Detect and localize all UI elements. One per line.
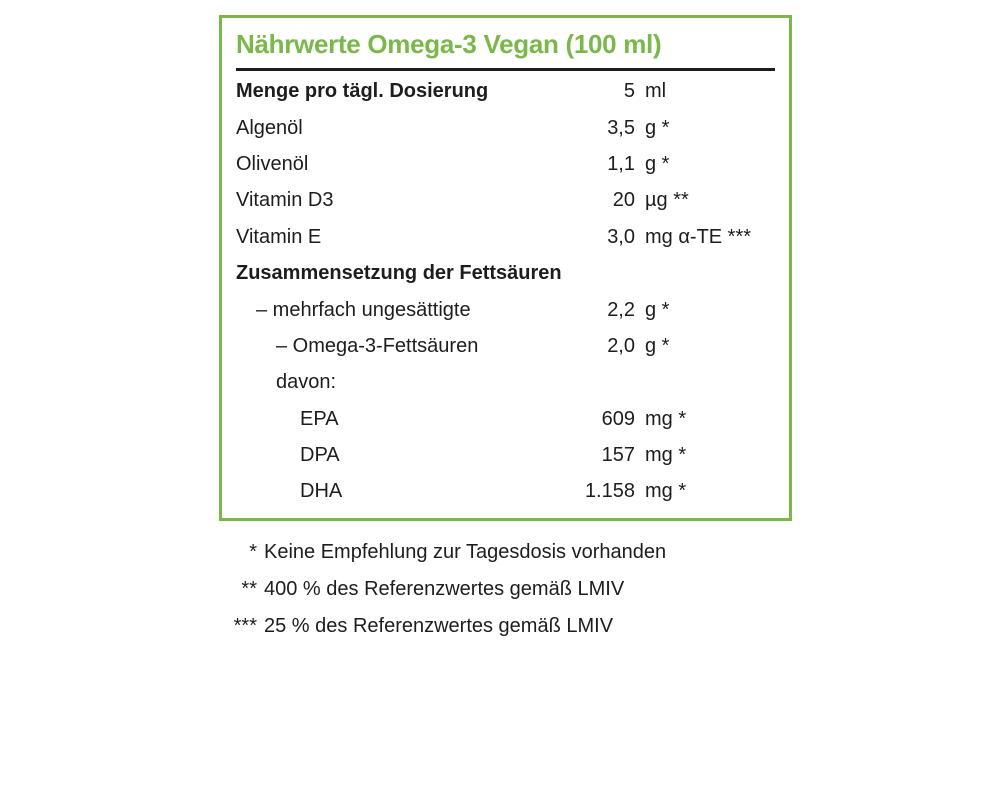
nutrient-value: 1.158 xyxy=(584,480,635,503)
nutrient-row: davon: xyxy=(236,364,775,400)
footnote-line: *** 25 % des Referenzwertes gemäß LMIV xyxy=(0,608,1000,645)
nutrition-title: Nährwerte Omega-3 Vegan (100 ml) xyxy=(236,29,662,59)
nutrient-unit: mg α-TE *** xyxy=(645,225,752,248)
nutrient-unit: g * xyxy=(645,152,670,175)
footnote-symbol: ** xyxy=(241,578,257,600)
title-divider-rule xyxy=(236,68,775,71)
nutrient-row: Vitamin E 3,0 mg α-TE *** xyxy=(236,219,775,255)
nutrient-label: DPA xyxy=(300,444,340,467)
footnote-text: 400 % des Referenzwertes gemäß LMIV xyxy=(264,578,625,600)
footnote-symbol: *** xyxy=(233,615,257,637)
nutrient-value: 609 xyxy=(601,407,635,430)
nutrient-row: Algenöl 3,5 g * xyxy=(236,109,775,145)
nutrient-value: 3,5 xyxy=(607,116,635,139)
nutrient-label: davon: xyxy=(276,371,337,394)
nutrient-label: Zusammensetzung der Fettsäuren xyxy=(236,262,562,285)
nutrient-value: 20 xyxy=(612,189,635,212)
nutrient-label: Vitamin D3 xyxy=(236,189,334,212)
footnote-text: 25 % des Referenzwertes gemäß LMIV xyxy=(264,615,614,637)
footnote-line: ** 400 % des Referenzwertes gemäß LMIV xyxy=(0,571,1000,608)
nutrient-label: – mehrfach ungesättigte xyxy=(256,298,471,321)
footnote-symbol: * xyxy=(249,541,257,563)
nutrient-value: 5 xyxy=(623,80,635,103)
nutrient-unit: g * xyxy=(645,116,670,139)
nutrient-value: 1,1 xyxy=(607,152,635,175)
nutrient-row: DPA 157 mg * xyxy=(236,437,775,473)
nutrient-value: 2,0 xyxy=(607,334,635,357)
nutrition-facts-box: Nährwerte Omega-3 Vegan (100 ml) Menge p… xyxy=(219,15,792,521)
nutrient-label: Algenöl xyxy=(236,116,303,139)
nutrient-unit: µg ** xyxy=(645,189,689,212)
nutrient-unit: g * xyxy=(645,298,670,321)
nutrient-label: DHA xyxy=(300,480,343,503)
footnote-line: * Keine Empfehlung zur Tagesdosis vorhan… xyxy=(0,534,1000,571)
nutrient-unit: mg * xyxy=(645,480,687,503)
nutrient-row: Menge pro tägl. Dosierung 5 ml xyxy=(236,73,775,109)
nutrient-row: – mehrfach ungesättigte 2,2 g * xyxy=(236,291,775,327)
nutrient-row: Zusammensetzung der Fettsäuren xyxy=(236,255,775,291)
nutrient-label: EPA xyxy=(300,407,339,430)
nutrient-row: – Omega-3-Fettsäuren 2,0 g * xyxy=(236,328,775,364)
nutrient-unit: g * xyxy=(645,334,670,357)
nutrient-row: DHA 1.158 mg * xyxy=(236,473,775,509)
footnotes: * Keine Empfehlung zur Tagesdosis vorhan… xyxy=(0,534,1000,645)
nutrient-label: – Omega-3-Fettsäuren xyxy=(276,334,479,357)
nutrient-rows: Menge pro tägl. Dosierung 5 ml Algenöl 3… xyxy=(236,73,775,510)
nutrient-row: Olivenöl 1,1 g * xyxy=(236,146,775,182)
nutrient-row: Vitamin D3 20 µg ** xyxy=(236,182,775,218)
nutrient-label: Vitamin E xyxy=(236,225,322,248)
nutrient-row: EPA 609 mg * xyxy=(236,401,775,437)
nutrient-value: 157 xyxy=(601,444,635,467)
nutrient-value: 2,2 xyxy=(607,298,635,321)
nutrient-unit: mg * xyxy=(645,444,687,467)
nutrient-value: 3,0 xyxy=(607,225,635,248)
nutrient-unit: ml xyxy=(645,80,667,103)
footnote-text: Keine Empfehlung zur Tagesdosis vorhande… xyxy=(264,541,667,563)
nutrient-label: Menge pro tägl. Dosierung xyxy=(236,80,489,103)
nutrient-unit: mg * xyxy=(645,407,687,430)
nutrient-label: Olivenöl xyxy=(236,152,309,175)
